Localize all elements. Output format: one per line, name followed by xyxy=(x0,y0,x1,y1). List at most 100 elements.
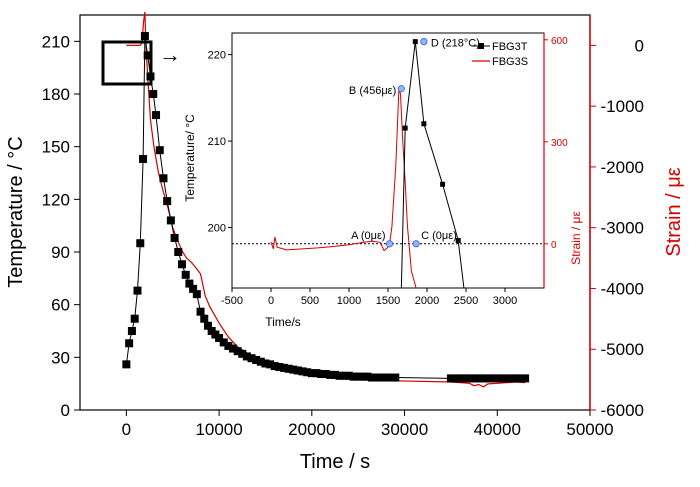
temperature-point xyxy=(130,314,139,323)
temperature-point xyxy=(122,360,131,369)
inset-temperature-markers xyxy=(402,39,461,243)
temperature-point xyxy=(349,372,358,381)
temperature-point xyxy=(270,362,279,371)
main-y-tick-label: 180 xyxy=(42,85,70,104)
temperature-point xyxy=(152,111,161,120)
temperature-point xyxy=(488,374,497,383)
temperature-point xyxy=(200,314,209,323)
legend-label-fbg3s: FBG3S xyxy=(492,56,528,68)
temperature-point xyxy=(127,327,136,335)
temperature-point xyxy=(479,374,488,383)
inset-x-tick-label: 500 xyxy=(301,295,319,307)
inset-background xyxy=(232,33,544,288)
inset-temperature-point xyxy=(402,125,408,131)
temperature-point xyxy=(391,373,400,382)
inset-y2-axis-title-text: Strain / με xyxy=(569,211,583,265)
temperature-point xyxy=(303,368,312,377)
annotation-label: C (0με) xyxy=(421,230,457,242)
main-y-axis-title: Temperature / °C xyxy=(5,136,27,287)
temperature-point xyxy=(166,216,175,225)
inset-x-tick-label: 3000 xyxy=(493,295,517,307)
temperature-point xyxy=(256,357,265,366)
temperature-point xyxy=(511,374,520,383)
main-y-tick-label: 150 xyxy=(42,138,70,157)
inset-y2-axis-title: Strain / με xyxy=(569,211,583,265)
temperature-point xyxy=(451,374,460,383)
inset-y-axis: 200 210 220 xyxy=(208,50,232,234)
inset-y-tick-label: 200 xyxy=(208,222,226,234)
temperature-point xyxy=(233,347,242,356)
zoom-box xyxy=(101,40,153,86)
main-y-axis: 0 30 60 90 120 150 180 210 xyxy=(42,32,80,420)
temperature-point xyxy=(331,370,339,379)
temperature-point xyxy=(344,371,353,380)
annotation-marker xyxy=(397,85,405,93)
temperature-point xyxy=(321,370,330,379)
inset-strain-line xyxy=(270,88,417,288)
main-y2-tick-label: -3000 xyxy=(601,219,644,238)
inset-annotations: A (0με) B (456με) C (0με) D (218°C) xyxy=(349,38,480,248)
inset-x-tick-label: 2000 xyxy=(415,295,439,307)
main-x-tick-label: 20000 xyxy=(288,420,335,439)
main-y2-tick-label: 0 xyxy=(635,36,644,55)
temperature-point xyxy=(219,338,228,347)
temperature-point xyxy=(170,233,179,242)
temperature-point xyxy=(196,307,205,316)
temperature-point xyxy=(465,374,474,383)
inset-temperature-point xyxy=(421,121,427,127)
main-x-tick-label: 0 xyxy=(122,420,131,439)
main-y-tick-label: 120 xyxy=(42,190,70,209)
temperature-point xyxy=(238,349,247,358)
temperature-point xyxy=(470,374,479,383)
temperature-point xyxy=(312,369,321,378)
main-y-tick-label: 0 xyxy=(61,401,70,420)
main-x-tick-label: 10000 xyxy=(195,420,242,439)
temperature-point xyxy=(335,371,344,380)
temperature-point xyxy=(293,366,302,375)
temperature-point xyxy=(284,364,293,373)
temperature-point xyxy=(460,374,469,383)
temperature-point xyxy=(247,354,256,363)
temperature-point xyxy=(358,372,367,381)
temperature-point xyxy=(521,374,530,383)
main-y-tick-label: 90 xyxy=(51,243,70,262)
temperature-point xyxy=(386,373,395,382)
temperature-point xyxy=(484,374,492,383)
annotation-marker xyxy=(385,240,394,248)
inset-y-axis-unit: °C xyxy=(183,114,197,128)
main-x-axis-title: Time / s xyxy=(300,451,370,473)
temperature-point xyxy=(181,270,190,279)
temperature-point xyxy=(317,370,326,379)
temperature-point xyxy=(456,374,465,383)
temperature-point xyxy=(136,239,145,248)
temperature-point xyxy=(516,374,525,383)
temperature-point xyxy=(507,374,516,383)
temperature-point xyxy=(229,344,237,353)
inset-temperature-point xyxy=(412,39,418,45)
main-y2-tick-label: -6000 xyxy=(601,401,644,420)
inset-x-tick-label: 1500 xyxy=(376,295,400,307)
inset-x-tick-label: 2500 xyxy=(454,295,478,307)
main-y2-tick-label: -1000 xyxy=(601,97,644,116)
temperature-point xyxy=(178,260,186,269)
temperature-point xyxy=(163,197,172,206)
annotation-label: B (456με) xyxy=(349,85,396,97)
temperature-point xyxy=(252,355,261,364)
temperature-point xyxy=(192,290,201,299)
inset-y2-axis: 0 300 600 xyxy=(544,36,568,251)
temperature-point xyxy=(377,373,386,382)
main-y-tick-label: 210 xyxy=(42,32,70,51)
main-y-tick-label: 60 xyxy=(51,296,70,315)
temperature-point xyxy=(446,374,455,383)
temperature-point xyxy=(159,174,168,183)
main-y2-tick-label: -5000 xyxy=(601,340,644,359)
temperature-point xyxy=(189,284,198,293)
temperature-point xyxy=(493,374,502,383)
main-y2-tick-label: -4000 xyxy=(601,279,644,298)
inset-temperature-point xyxy=(440,181,446,187)
temperature-point xyxy=(382,373,390,382)
inset-y2-tick-label: 600 xyxy=(551,36,568,47)
temperature-markers xyxy=(122,32,530,383)
inset-x-tick-label: 1000 xyxy=(337,295,361,307)
